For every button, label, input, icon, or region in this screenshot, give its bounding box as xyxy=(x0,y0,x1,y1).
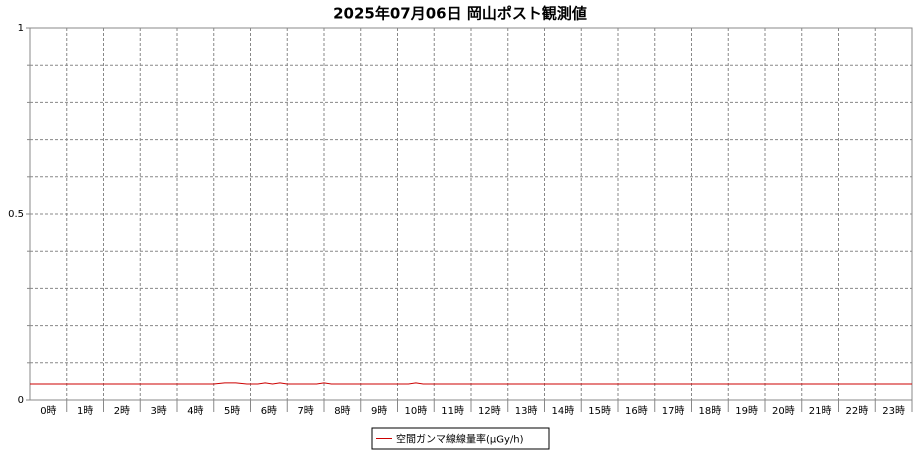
x-tick-label: 20時 xyxy=(772,405,795,417)
x-tick-label: 18時 xyxy=(699,405,722,417)
x-tick-label: 9時 xyxy=(371,405,387,417)
x-tick-label: 3時 xyxy=(150,405,166,417)
plot-border xyxy=(29,27,913,401)
legend-box xyxy=(371,427,550,450)
x-tick-label: 23時 xyxy=(882,405,905,417)
x-tick-label: 17時 xyxy=(662,405,685,417)
x-tick-label: 15時 xyxy=(588,405,611,417)
x-tick-label: 22時 xyxy=(846,405,869,417)
y-tick-label: 0.5 xyxy=(8,209,24,220)
x-tick-label: 2時 xyxy=(114,405,130,417)
x-tick-label: 14時 xyxy=(552,405,575,417)
x-tick-label: 5時 xyxy=(224,405,240,417)
y-tick-label: 0 xyxy=(18,395,24,406)
legend-label: 空間ガンマ線線量率(μGy/h) xyxy=(396,433,524,446)
x-tick-label: 8時 xyxy=(334,405,350,417)
x-tick-label: 16時 xyxy=(625,405,648,417)
chart-title: 2025年07月06日 岡山ポスト観測値 xyxy=(333,5,587,23)
x-tick-label: 12時 xyxy=(478,405,501,417)
y-tick-label: 1 xyxy=(18,23,24,34)
x-tick-label: 0時 xyxy=(40,405,56,417)
x-tick-label: 19時 xyxy=(735,405,758,417)
x-tick-label: 6時 xyxy=(261,405,277,417)
x-tick-label: 21時 xyxy=(809,405,832,417)
x-tick-label: 10時 xyxy=(405,405,428,417)
x-tick-label: 4時 xyxy=(187,405,203,417)
data-line xyxy=(30,382,912,385)
x-tick-label: 7時 xyxy=(297,405,313,417)
x-tick-label: 11時 xyxy=(441,405,464,417)
x-tick-label: 1時 xyxy=(77,405,93,417)
x-tick-label: 13時 xyxy=(515,405,538,417)
